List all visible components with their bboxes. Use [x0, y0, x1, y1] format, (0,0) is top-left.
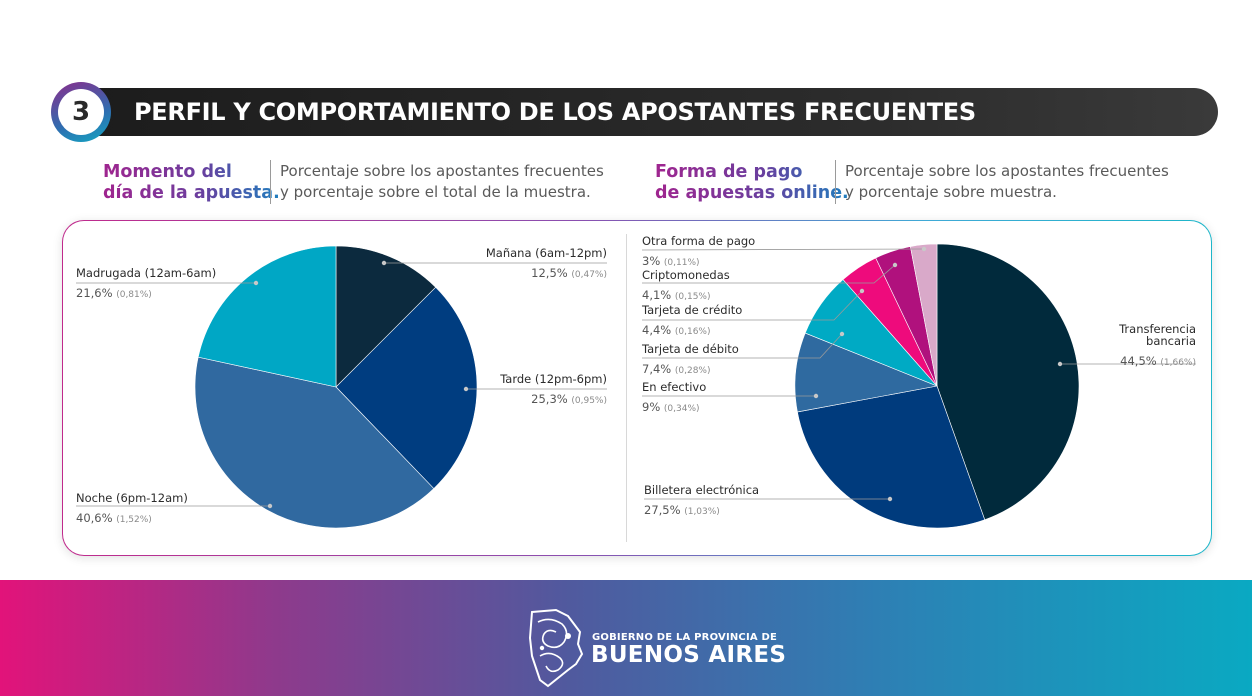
payment-method-value-pct: 9% — [642, 400, 664, 414]
payment-method-leader-dot-transferencia-bancaria — [1057, 361, 1063, 367]
time-of-day-value-manana-6am-12pm: 12,5% (0,47%) — [531, 266, 607, 280]
payment-method-label-line: Transferencia — [1118, 322, 1196, 336]
payment-method-label-en-efectivo: En efectivo — [642, 380, 706, 394]
section-number: 3 — [58, 89, 104, 135]
panel-divider — [626, 234, 627, 542]
time-of-day-label-madrugada-12am-6am: Madrugada (12am-6am) — [76, 266, 216, 280]
payment-method-leader-dot-criptomonedas — [892, 262, 898, 268]
payment-method-label-line: En efectivo — [642, 380, 706, 394]
left-desc-line1: Porcentaje sobre los apostantes frecuent… — [280, 162, 604, 180]
time-of-day-slice-manana-6am-12pm — [335, 245, 437, 388]
payment-method-label-billetera-electronica: Billetera electrónica — [644, 483, 759, 497]
payment-method-leader-dot-otra-forma-de-pago — [921, 246, 927, 252]
payment-method-value-pct: 7,4% — [642, 362, 675, 376]
payment-method-value-transferencia-bancaria: 44,5% (1,66%) — [1120, 354, 1196, 368]
right-title-separator — [835, 160, 836, 204]
time-of-day-value-pct: 25,3% — [531, 392, 571, 406]
payment-method-value-tarjeta-de-debito: 7,4% (0,28%) — [642, 362, 711, 376]
time-of-day-slice-noche-6pm-12am — [194, 356, 435, 529]
time-of-day-value-sample-pct: (1,52%) — [116, 515, 152, 525]
payment-method-value-criptomonedas: 4,1% (0,15%) — [642, 288, 711, 302]
time-of-day-value-pct: 40,6% — [76, 511, 116, 525]
payment-method-value-pct: 44,5% — [1120, 354, 1160, 368]
payment-method-value-otra-forma-de-pago: 3% (0,11%) — [642, 254, 700, 268]
payment-method-leader-tarjeta-de-debito — [642, 333, 843, 359]
left-desc-line2: y porcentaje sobre el total de la muestr… — [280, 183, 591, 201]
time-of-day-label-line: Tarde (12pm-6pm) — [499, 372, 607, 386]
payment-method-label-line: Otra forma de pago — [642, 234, 755, 248]
payment-method-label-otra-forma-de-pago: Otra forma de pago — [642, 234, 755, 248]
time-of-day-label-line: Noche (6pm-12am) — [76, 491, 188, 505]
payment-method-value-sample-pct: (0,28%) — [675, 366, 711, 376]
payment-method-value-en-efectivo: 9% (0,34%) — [642, 400, 700, 414]
payment-method-slice-otra-forma-de-pago — [910, 243, 938, 387]
right-chart-description: Porcentaje sobre los apostantes frecuent… — [845, 161, 1169, 203]
payment-method-label-tarjeta-de-debito: Tarjeta de débito — [641, 342, 739, 356]
payment-method-value-sample-pct: (0,16%) — [675, 327, 711, 337]
time-of-day-leader-dot-noche-6pm-12am — [267, 503, 273, 509]
time-of-day-value-pct: 21,6% — [76, 286, 116, 300]
payment-method-label-line: Tarjeta de débito — [641, 342, 739, 356]
time-of-day-value-pct: 12,5% — [531, 266, 571, 280]
payment-method-label-line: Tarjeta de crédito — [641, 303, 742, 317]
payment-method-value-pct: 27,5% — [644, 503, 684, 517]
time-of-day-value-sample-pct: (0,95%) — [571, 396, 607, 406]
payment-method-value-pct: 3% — [642, 254, 664, 268]
payment-method-value-pct: 4,4% — [642, 323, 675, 337]
left-chart-description: Porcentaje sobre los apostantes frecuent… — [280, 161, 604, 203]
payment-method-label-line: bancaria — [1146, 334, 1196, 348]
payment-method-leader-otra-forma-de-pago — [641, 248, 925, 251]
payment-method-slice-billetera-electronica — [797, 385, 986, 529]
right-desc-line2: y porcentaje sobre muestra. — [845, 183, 1057, 201]
time-of-day-slice-tarde-12pm-6pm — [335, 286, 478, 489]
payment-method-leader-dot-en-efectivo — [813, 393, 819, 399]
payment-method-value-sample-pct: (0,11%) — [664, 258, 700, 268]
payment-method-label-line: Criptomonedas — [642, 268, 730, 282]
payment-method-leader-dot-tarjeta-de-debito — [839, 331, 845, 337]
footer-government-line: GOBIERNO DE LA PROVINCIA DE — [592, 632, 778, 643]
time-of-day-value-tarde-12pm-6pm: 25,3% (0,95%) — [531, 392, 607, 406]
payment-method-value-sample-pct: (0,15%) — [675, 292, 711, 302]
payment-method-value-billetera-electronica: 27,5% (1,03%) — [644, 503, 720, 517]
section-title: PERFIL Y COMPORTAMIENTO DE LOS APOSTANTE… — [134, 98, 976, 126]
time-of-day-label-line: Mañana (6am-12pm) — [486, 246, 607, 260]
payment-method-label-transferencia-bancaria: Transferencia bancaria — [1118, 322, 1196, 348]
footer-band — [0, 580, 1252, 696]
time-of-day-slice-madrugada-12am-6am — [197, 245, 337, 388]
payment-method-label-criptomonedas: Criptomonedas — [642, 268, 730, 282]
payment-method-leader-dot-billetera-electronica — [887, 496, 893, 502]
payment-method-label-line: Billetera electrónica — [644, 483, 759, 497]
time-of-day-value-madrugada-12am-6am: 21,6% (0,81%) — [76, 286, 152, 300]
payment-method-value-sample-pct: (1,03%) — [684, 507, 720, 517]
section-header-bar — [76, 88, 1218, 136]
time-of-day-value-sample-pct: (0,47%) — [571, 270, 607, 280]
time-of-day-label-manana-6am-12pm: Mañana (6am-12pm) — [486, 246, 607, 260]
payment-method-leader-criptomonedas — [642, 264, 896, 284]
left-title-separator — [270, 160, 271, 204]
time-of-day-leader-dot-tarde-12pm-6pm — [463, 386, 469, 392]
footer-province-name: BUENOS AIRES — [591, 642, 787, 668]
province-emblem-icon — [528, 608, 584, 688]
time-of-day-label-line: Madrugada (12am-6am) — [76, 266, 216, 280]
payment-method-slice-en-efectivo — [794, 332, 939, 413]
time-of-day-leader-dot-manana-6am-12pm — [381, 260, 387, 266]
time-of-day-label-noche-6pm-12am: Noche (6pm-12am) — [76, 491, 188, 505]
payment-method-value-sample-pct: (0,34%) — [664, 404, 700, 414]
time-of-day-value-sample-pct: (0,81%) — [116, 290, 152, 300]
time-of-day-value-noche-6pm-12am: 40,6% (1,52%) — [76, 511, 152, 525]
time-of-day-leader-dot-madrugada-12am-6am — [253, 280, 259, 286]
right-desc-line1: Porcentaje sobre los apostantes frecuent… — [845, 162, 1169, 180]
payment-method-slice-transferencia-bancaria — [936, 243, 1080, 521]
payment-method-value-pct: 4,1% — [642, 288, 675, 302]
payment-method-leader-dot-tarjeta-de-credito — [859, 288, 865, 294]
time-of-day-label-tarde-12pm-6pm: Tarde (12pm-6pm) — [499, 372, 607, 386]
section-number-badge: 3 — [51, 82, 111, 142]
payment-method-leader-tarjeta-de-credito — [642, 290, 863, 321]
payment-method-value-sample-pct: (1,66%) — [1160, 358, 1196, 368]
payment-method-label-tarjeta-de-credito: Tarjeta de crédito — [641, 303, 742, 317]
payment-method-value-tarjeta-de-credito: 4,4% (0,16%) — [642, 323, 711, 337]
